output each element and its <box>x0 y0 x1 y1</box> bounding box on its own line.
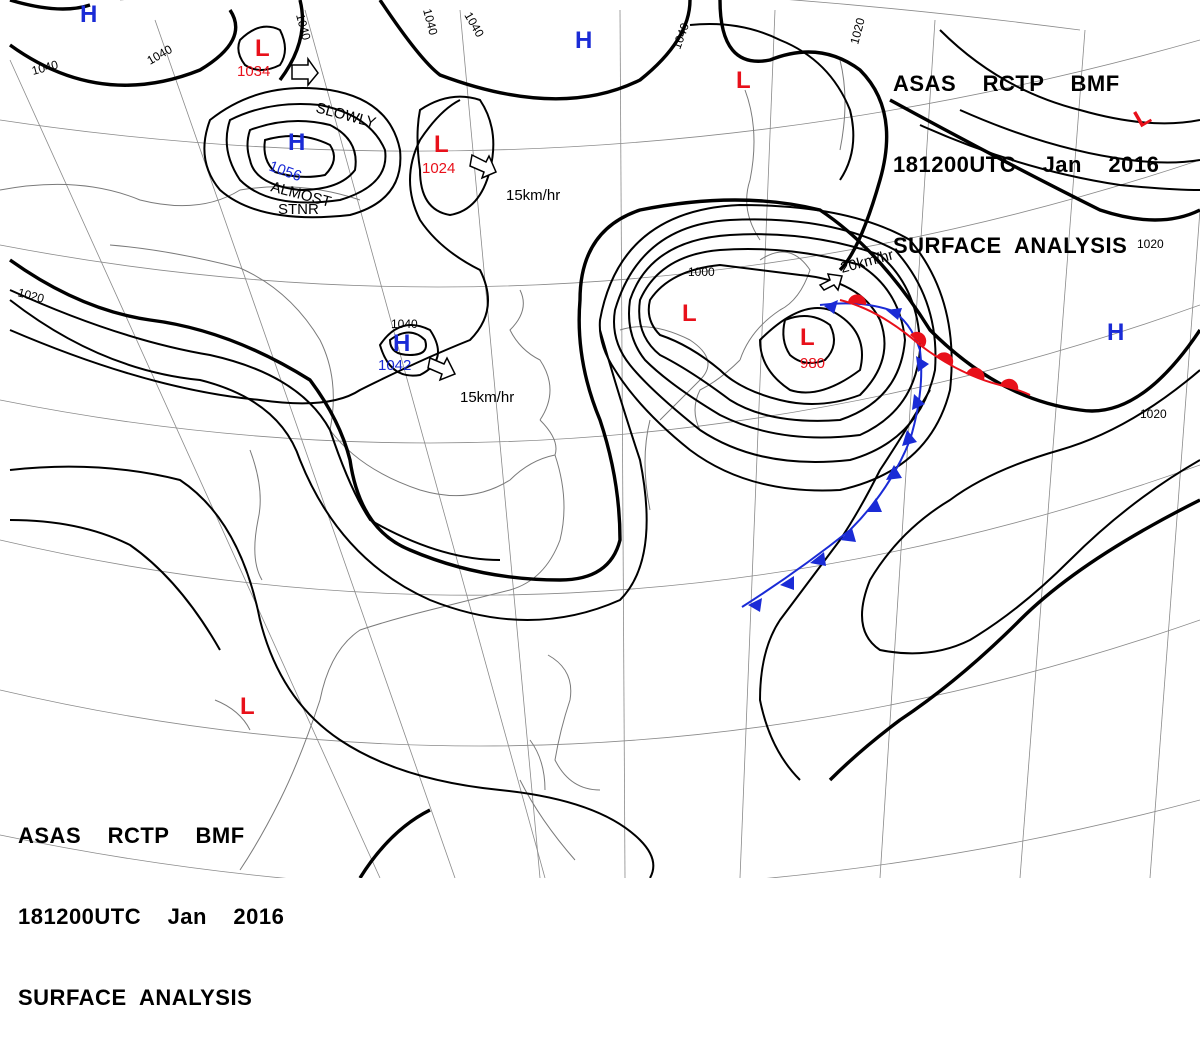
isobar-label: 1040 <box>420 7 441 37</box>
coastlines <box>0 59 846 871</box>
cold-front <box>741 300 929 612</box>
high-pressure-value: 1042 <box>378 357 411 374</box>
low-pressure-center: L <box>682 300 697 327</box>
isobar-label: 1020 <box>16 285 46 306</box>
movement-arrows <box>291 56 843 382</box>
title-line-product: SURFACE ANALYSIS <box>893 233 1128 258</box>
isobar-label: 1020 <box>847 16 868 46</box>
low-pressure-value: 1024 <box>422 160 455 177</box>
surface-analysis-map: 1040 1040 1040 1040 1040 1020 1020 1020 … <box>0 0 1200 878</box>
isobar-label: 1040 <box>391 317 418 331</box>
map-title-top-right: ASAS RCTP BMF 181200UTC Jan 2016 SURFACE… <box>893 16 1159 286</box>
isobar-label: 1040 <box>30 57 60 78</box>
low-pressure-value: 1034 <box>237 63 270 80</box>
isobars <box>9 0 1200 878</box>
high-pressure-center: H <box>80 1 97 28</box>
title-line-time: 181200UTC Jan 2016 <box>18 904 285 929</box>
title-line-agency: ASAS RCTP BMF <box>18 823 245 848</box>
high-pressure-center: H <box>288 129 305 156</box>
lat-lon-grid <box>0 0 1200 878</box>
movement-speed-label: 15km/hr <box>506 187 560 204</box>
high-pressure-center: H <box>575 27 592 54</box>
low-pressure-center: L <box>255 35 270 62</box>
title-line-time: 181200UTC Jan 2016 <box>893 152 1160 177</box>
low-pressure-value: 980 <box>800 355 825 372</box>
movement-note-stnr: STNR <box>278 201 319 218</box>
low-pressure-center: L <box>240 693 255 720</box>
low-pressure-center: L <box>736 67 751 94</box>
isobar-label: 1020 <box>1140 407 1167 421</box>
pressure-centers: H L 1034 H L H 1056 L 1024 L H 1042 L L … <box>80 1 1156 720</box>
isobar-label: 1000 <box>688 265 715 279</box>
low-pressure-center: L <box>434 131 449 158</box>
isobar-label: 1040 <box>293 12 314 42</box>
movement-speed-label: 15km/hr <box>460 389 514 406</box>
isobar-label: 1020 <box>1137 237 1164 251</box>
title-line-product: SURFACE ANALYSIS <box>18 985 253 1010</box>
isobar-labels: 1040 1040 1040 1040 1040 1020 1020 1020 … <box>16 7 1167 421</box>
low-pressure-center: L <box>800 324 815 351</box>
map-title-bottom-left: ASAS RCTP BMF 181200UTC Jan 2016 SURFACE… <box>18 768 284 1038</box>
high-pressure-center: H <box>1107 319 1124 346</box>
high-pressure-center: H <box>393 330 410 357</box>
title-line-agency: ASAS RCTP BMF <box>893 71 1120 96</box>
warm-front <box>839 294 1031 396</box>
